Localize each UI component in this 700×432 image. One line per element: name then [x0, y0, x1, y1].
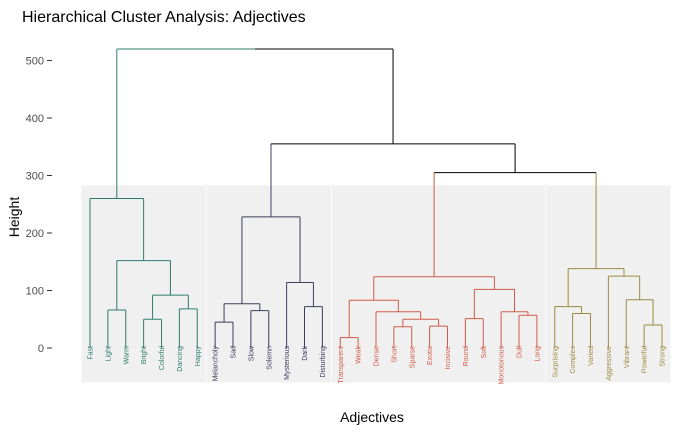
leaf-label-sparse: Sparse: [409, 346, 416, 368]
leaf-label-dancing: Dancing: [177, 346, 184, 372]
cluster-panels: [81, 185, 671, 383]
leaf-label-short: Short: [391, 346, 398, 363]
leaf-label-exotic: Exotic: [427, 346, 434, 366]
leaf-label-bright: Bright: [141, 346, 148, 364]
leaf-label-incisive: Incisive: [445, 346, 452, 369]
leaf-label-aggressive: Aggressive: [606, 346, 613, 381]
leaf-label-sad: Sad: [231, 346, 238, 359]
y-tick-label-0: 0: [38, 343, 44, 355]
leaf-label-melancholy: Melancholy: [213, 346, 220, 382]
leaf-label-monotonous: Monotonous: [499, 346, 506, 385]
chart-title: Hierarchical Cluster Analysis: Adjective…: [22, 9, 306, 26]
leaf-label-fast: Fast: [88, 346, 95, 360]
dendrogram-links: [89, 48, 663, 348]
leaf-label-varied: Varied: [588, 346, 595, 366]
y-axis: 0 100 200 300 400 500: [26, 56, 52, 355]
y-tick-label-200: 200: [26, 228, 44, 240]
leaf-label-colorful: Colorful: [159, 346, 166, 371]
x-axis-title: Adjectives: [340, 409, 404, 425]
y-axis-title: Height: [6, 197, 22, 238]
leaf-label-slow: Slow: [248, 345, 255, 361]
leaf-label-strong: Strong: [660, 346, 667, 367]
cluster-panel-2: [206, 185, 331, 383]
leaf-label-dense: Dense: [374, 346, 381, 366]
leaf-label-happy: Happy: [195, 346, 202, 367]
y-tick-label-500: 500: [26, 56, 44, 68]
y-tick-label-300: 300: [26, 171, 44, 183]
leaf-label-complex: Complex: [570, 346, 577, 374]
leaf-label-weak: Weak: [356, 346, 363, 364]
leaf-label-disturbing: Disturbing: [320, 346, 327, 378]
leaf-label-dark: Dark: [302, 346, 309, 361]
leaf-label-soft: Soft: [481, 346, 488, 359]
y-tick-label-400: 400: [26, 113, 44, 125]
leaf-label-transparent: Transparent: [338, 346, 345, 384]
leaf-label-long: Long: [534, 346, 541, 362]
leaf-label-mysterious: Mysterious: [284, 346, 291, 380]
leaf-label-dull: Dull: [517, 346, 524, 359]
leaf-label-solemn: Solemn: [266, 346, 273, 370]
leaf-label-warm: Warm: [123, 346, 130, 365]
leaf-labels: Fast Light Warm Bright Colorful Dancing Happy M…: [88, 345, 667, 384]
leaf-label-surprising: Surprising: [552, 346, 559, 378]
leaf-label-round: Round: [463, 346, 470, 367]
leaf-label-light: Light: [105, 346, 112, 361]
leaf-label-powerful: Powerful: [642, 346, 649, 374]
leaf-label-vibrant: Vibrant: [624, 346, 631, 368]
cluster-panel-3: [331, 185, 546, 383]
y-tick-label-100: 100: [26, 286, 44, 298]
